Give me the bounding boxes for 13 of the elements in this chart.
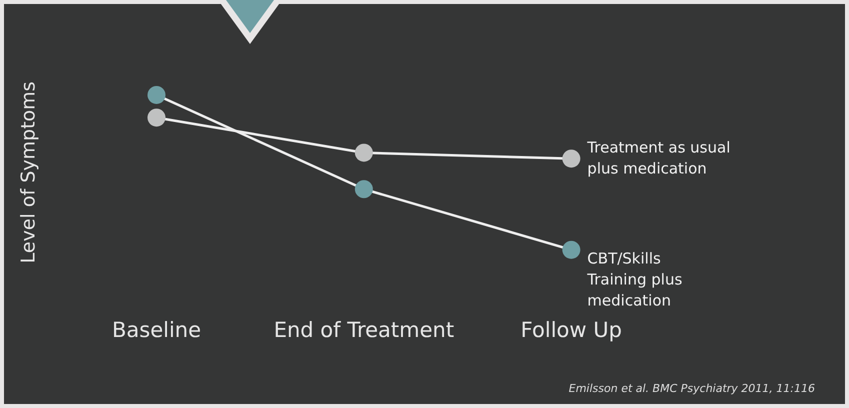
- series-label: Treatment as usual plus medication: [586, 138, 730, 178]
- x-tick-label: End of Treatment: [274, 318, 454, 342]
- point: [354, 144, 373, 162]
- text: Emilsson et al. BMC Psychiatry 2011, 11:116: [568, 382, 815, 395]
- point: [148, 86, 166, 104]
- point: [148, 108, 166, 127]
- point: [354, 180, 373, 198]
- y-axis-title: Level of Symptoms: [17, 81, 40, 264]
- point: [562, 150, 580, 168]
- series-label: CBT/Skills Training plus medication: [586, 250, 682, 310]
- point: [562, 240, 580, 259]
- x-tick-label: Follow Up: [520, 318, 622, 342]
- x-tick-label: Baseline: [112, 318, 202, 342]
